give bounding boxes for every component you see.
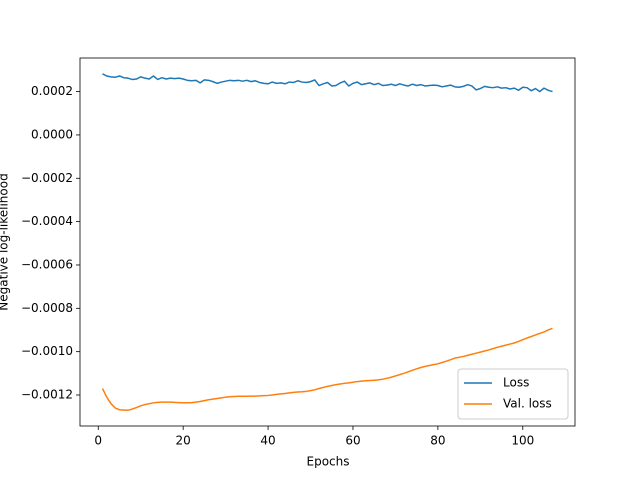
- y-tick-label: −0.0002: [21, 171, 73, 185]
- y-axis-label: Negative log-likelihood: [0, 173, 11, 310]
- y-tick-label: −0.0008: [21, 301, 73, 315]
- legend-box: [457, 368, 569, 420]
- x-tick-label: 40: [260, 434, 275, 448]
- plot-frame: [79, 57, 576, 427]
- legend-label: Val. loss: [503, 397, 552, 411]
- y-tick-label: −0.0012: [21, 388, 73, 402]
- x-tick-label: 20: [176, 434, 191, 448]
- y-tick-label: 0.0000: [31, 127, 73, 141]
- series-line: [101, 327, 553, 411]
- x-tick-label: 80: [430, 434, 445, 448]
- y-tick-label: −0.0006: [21, 257, 73, 271]
- y-tick-label: −0.0004: [21, 214, 73, 228]
- legend: Loss Val. loss: [457, 368, 569, 420]
- x-tick-label: 100: [511, 434, 534, 448]
- y-tick-label: −0.0010: [21, 344, 73, 358]
- x-axis-label: Epochs: [307, 455, 350, 469]
- legend-label: Loss: [503, 376, 529, 390]
- x-tick-label: 0: [94, 434, 102, 448]
- y-tick-label: 0.0002: [31, 84, 73, 98]
- series-line: [102, 73, 553, 93]
- x-tick-label: 60: [345, 434, 360, 448]
